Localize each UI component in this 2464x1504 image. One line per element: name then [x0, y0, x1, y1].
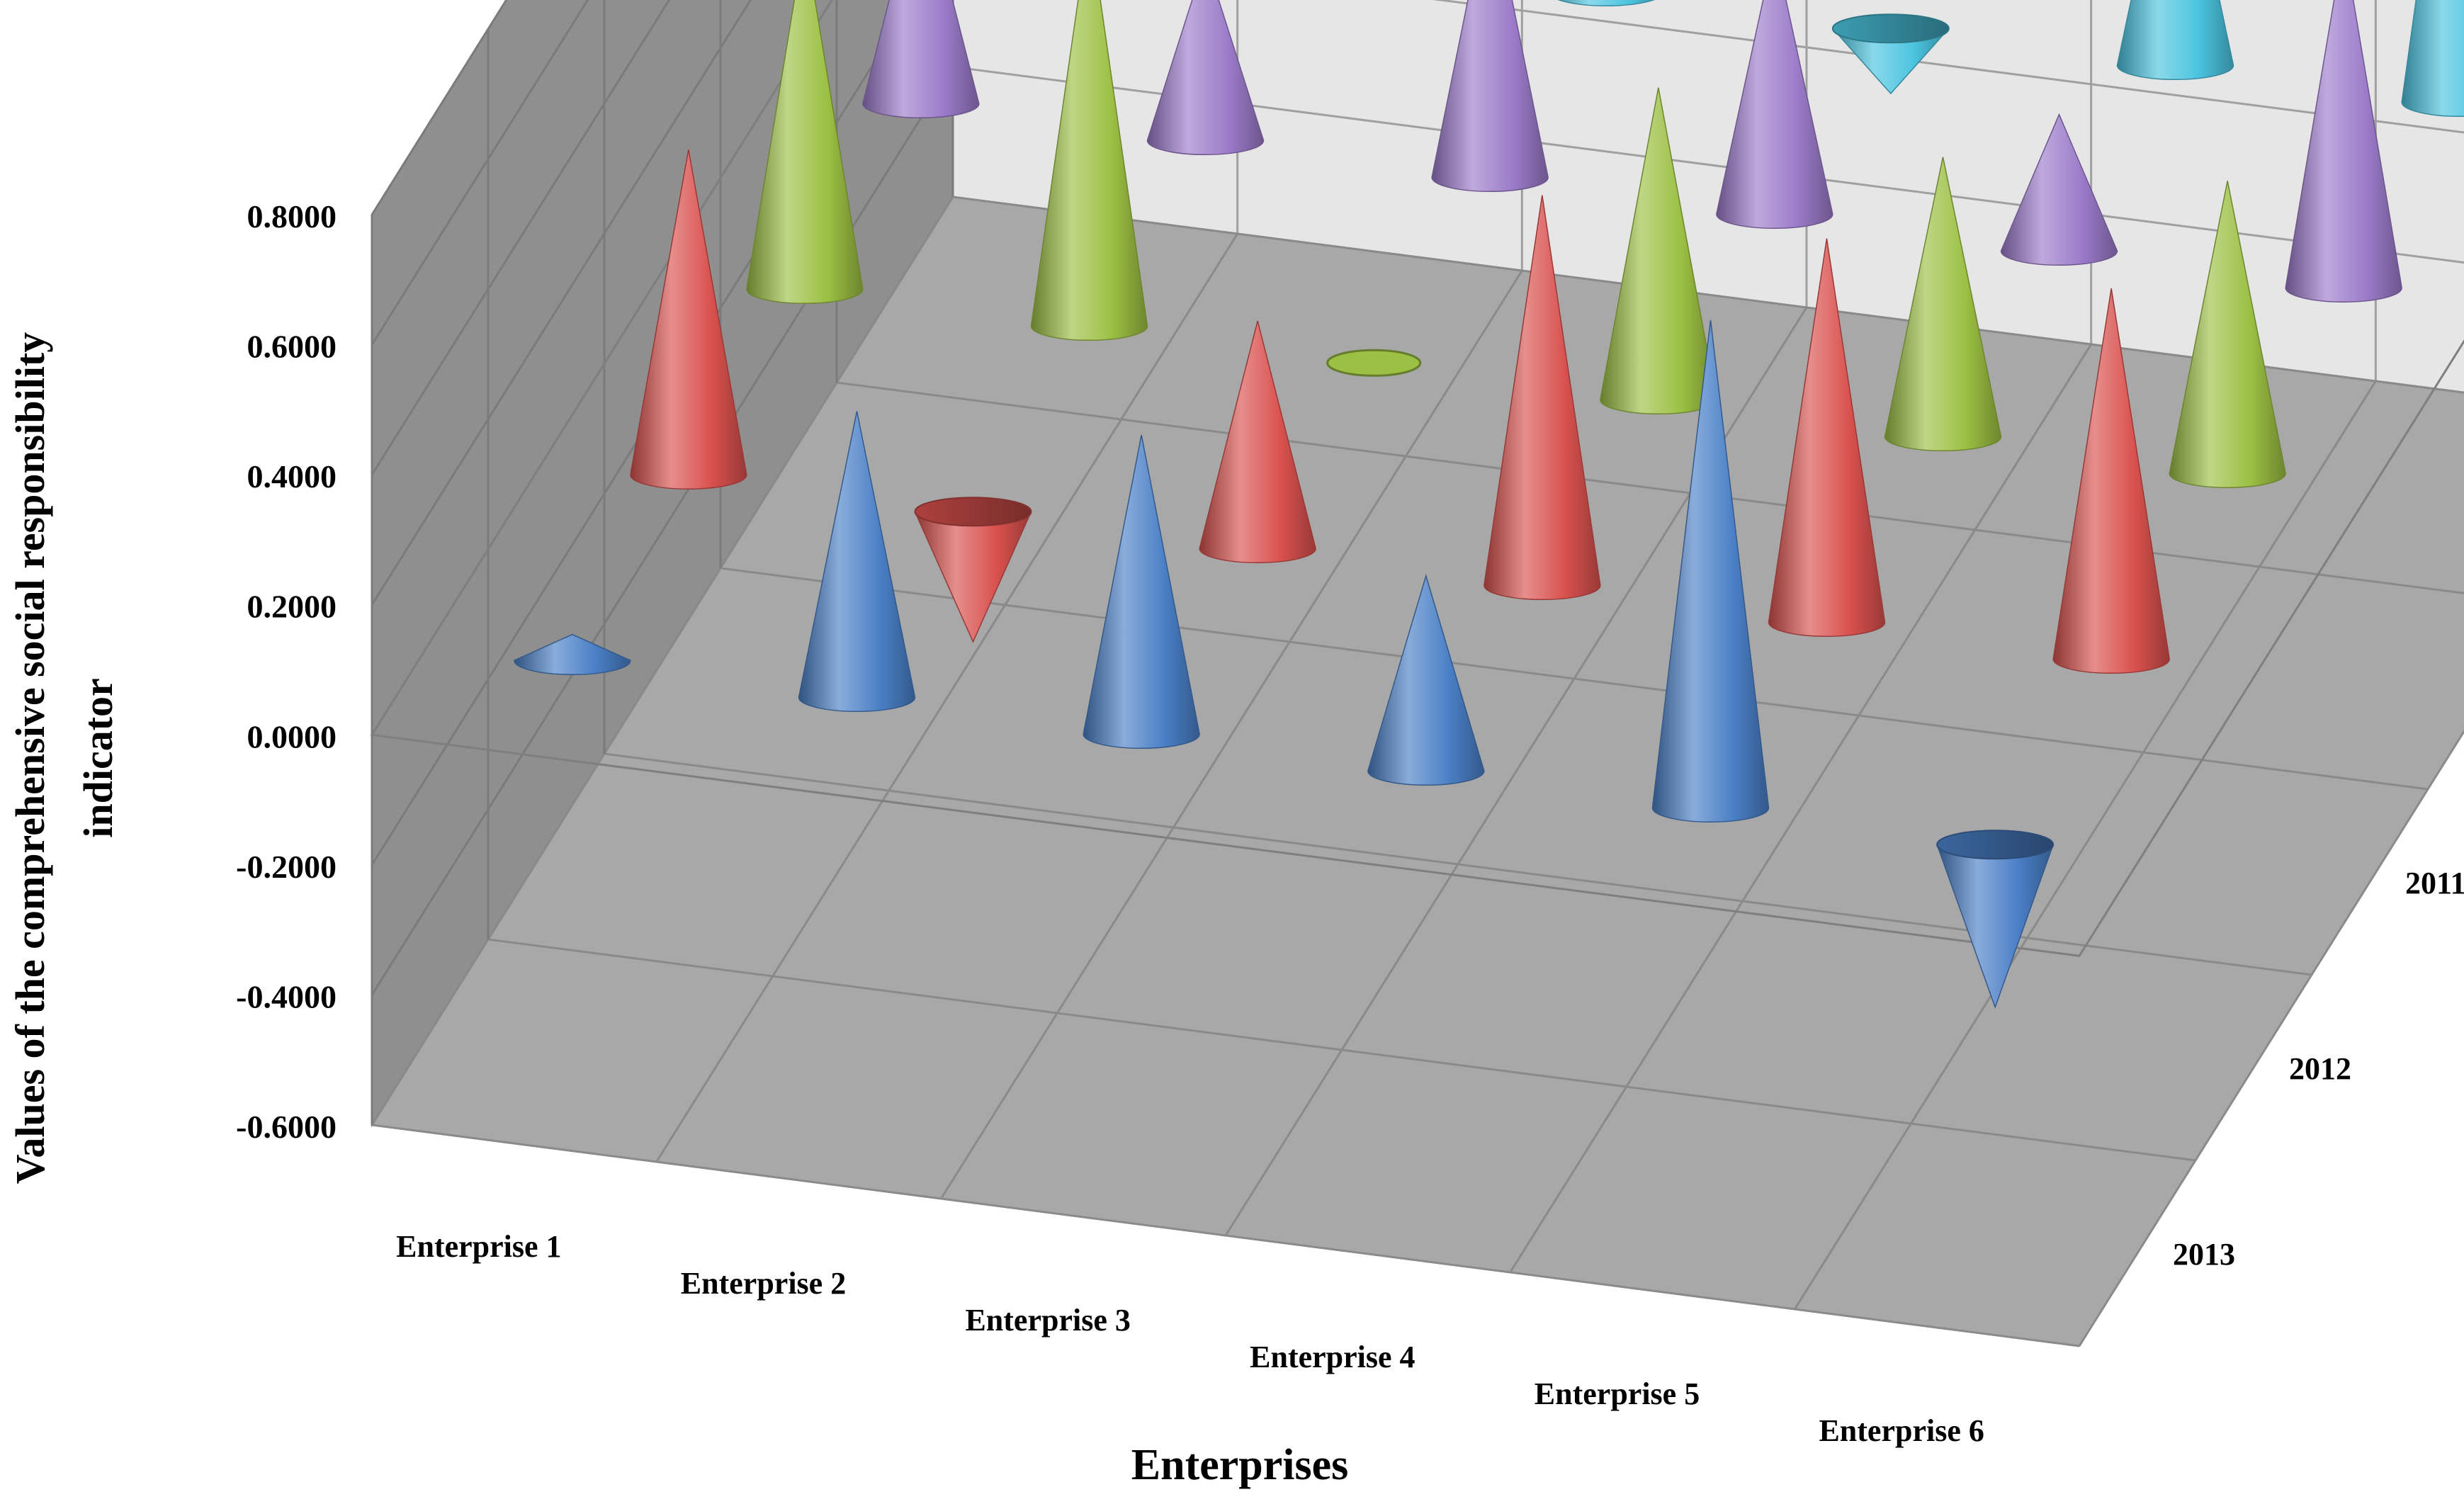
gridline-z-floor — [371, 1124, 2080, 1347]
cone-2009-enterprise-6 — [2401, 0, 2464, 118]
x-tick-label: Enterprise 5 — [1535, 1376, 1700, 1411]
gridline-x-floor — [1509, 344, 2092, 1273]
y-tick-label: 0.2000 — [247, 589, 337, 625]
gridlines — [370, 0, 2464, 1347]
cone-2013-enterprise-1 — [514, 633, 631, 676]
x-tick-label: Enterprise 6 — [1819, 1413, 1984, 1448]
gridline-x-floor — [940, 270, 1523, 1199]
gridline-y-side — [371, 0, 671, 475]
gridline-z-floor — [952, 196, 2464, 394]
cone-2012-enterprise-3 — [1199, 320, 1316, 564]
y-axis-label-line-2: indicator — [75, 678, 121, 838]
gridline-z-floor — [720, 567, 2429, 791]
gridline-y-side — [371, 66, 954, 996]
cone-2010-enterprise-2 — [1146, 0, 1265, 156]
cone-2013-enterprise-6 — [1936, 830, 2055, 1009]
cone-2012-enterprise-6 — [2052, 288, 2170, 674]
chart-marks — [514, 0, 2464, 1009]
x-axis-label: Enterprises — [1131, 1441, 1349, 1489]
y-axis-label-line-1: Values of the comprehensive social respo… — [7, 332, 53, 1184]
x-tick-label: Enterprise 1 — [396, 1229, 561, 1264]
cone-2009-enterprise-5 — [2116, 0, 2234, 81]
z-tick-label: 2013 — [2173, 1237, 2235, 1272]
x-tick-label: Enterprise 3 — [965, 1303, 1130, 1338]
x-tick-label: Enterprise 2 — [681, 1266, 846, 1301]
cone-2010-enterprise-1 — [862, 0, 980, 119]
cone-2012-enterprise-4 — [1484, 195, 1601, 601]
cone-2013-enterprise-4 — [1367, 574, 1485, 786]
gridline-x-floor — [1794, 380, 2377, 1310]
y-tick-label: -0.6000 — [236, 1109, 337, 1145]
cone-2013-enterprise-5 — [1651, 320, 1770, 823]
cone-2011-enterprise-1 — [746, 0, 864, 305]
cone-2011-enterprise-5 — [1884, 157, 2002, 452]
gridline-x-floor — [655, 233, 1238, 1163]
cone-2010-enterprise-6 — [2285, 0, 2402, 303]
cone-2010-enterprise-3 — [1431, 0, 1549, 193]
y-tick-label: 0.4000 — [247, 458, 337, 494]
cone-2010-enterprise-4 — [1716, 0, 1833, 230]
gridline-y-side — [371, 0, 508, 215]
z-tick-label: 2011 — [2405, 866, 2464, 900]
y-tick-label: -0.4000 — [236, 978, 337, 1014]
gridline-y-side — [371, 0, 589, 346]
cone-2013-enterprise-3 — [1083, 434, 1200, 750]
cone-2012-enterprise-2 — [914, 497, 1032, 643]
y-tick-label: -0.2000 — [236, 849, 337, 885]
zero-plane-outline — [370, 0, 2464, 957]
gridline-z-floor — [487, 938, 2196, 1162]
cone-2011-enterprise-3 — [1326, 349, 1422, 377]
cone-2012-enterprise-1 — [630, 149, 747, 490]
x-tick-label: Enterprise 4 — [1250, 1340, 1415, 1374]
y-tick-label: 0.6000 — [247, 329, 337, 365]
y-tick-label: 0.0000 — [247, 718, 337, 754]
z-tick-label: 2012 — [2289, 1051, 2351, 1086]
cone-2009-enterprise-3 — [1557, 0, 1655, 7]
gridline-y-side — [371, 0, 752, 606]
cone-2011-enterprise-2 — [1030, 0, 1148, 341]
cone-2011-enterprise-6 — [2169, 181, 2286, 489]
gridline-x-floor — [2078, 729, 2464, 1347]
y-tick-label: 0.8000 — [247, 198, 337, 234]
cone-2009-enterprise-4 — [1831, 13, 1950, 95]
gridline-x-floor — [371, 196, 954, 1126]
cone-2010-enterprise-5 — [2000, 113, 2118, 266]
tick-labels: 0.8000 0.6000 0.4000 0.2000 0.0000 -0.2000 -0.… — [236, 198, 2464, 1448]
cone-2013-enterprise-2 — [798, 411, 916, 713]
cone-2012-enterprise-5 — [1768, 238, 1886, 638]
gridline-z-floor — [604, 752, 2312, 976]
y-axis-label: Values of the comprehensive social respo… — [7, 332, 121, 1184]
